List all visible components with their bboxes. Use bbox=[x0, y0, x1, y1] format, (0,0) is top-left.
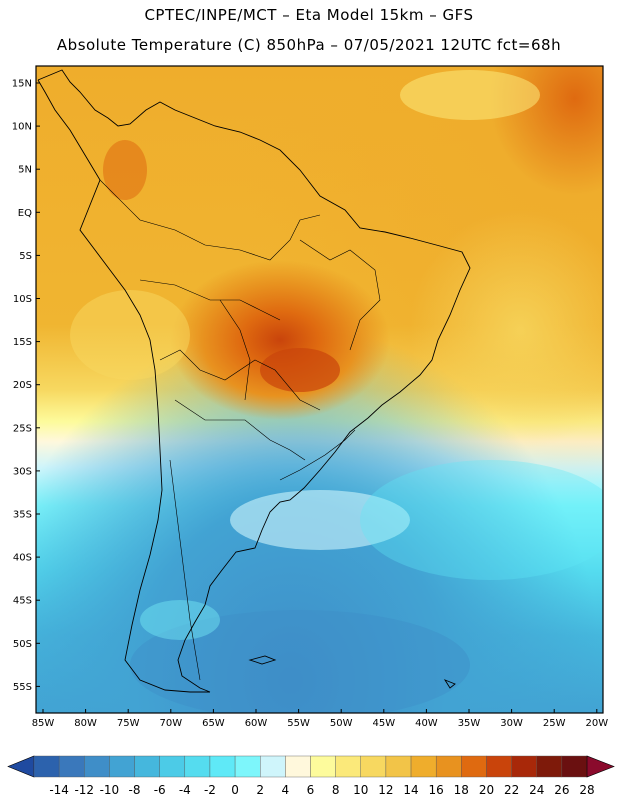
legend-label: 2 bbox=[256, 783, 264, 797]
legend-label: -8 bbox=[129, 783, 141, 797]
lat-tick-label: 5S bbox=[19, 251, 32, 262]
legend-swatch bbox=[561, 755, 588, 778]
map-frame bbox=[35, 65, 604, 714]
lat-tick-label: 20S bbox=[13, 380, 32, 391]
legend-swatch bbox=[385, 755, 412, 778]
lon-tick-label: 70W bbox=[159, 718, 182, 729]
lon-tick-label: 20W bbox=[585, 718, 608, 729]
legend-label: 4 bbox=[282, 783, 290, 797]
legend-label: 16 bbox=[429, 783, 444, 797]
legend-swatch bbox=[58, 755, 85, 778]
lat-tick-label: 35S bbox=[13, 510, 32, 521]
legend-swatch bbox=[360, 755, 387, 778]
lon-tick-label: 30W bbox=[500, 718, 523, 729]
legend-label: 20 bbox=[479, 783, 494, 797]
lon-tick-label: 65W bbox=[202, 718, 225, 729]
lon-tick-label: 80W bbox=[74, 718, 97, 729]
legend-label: 24 bbox=[529, 783, 544, 797]
legend-label: 14 bbox=[403, 783, 418, 797]
coastline bbox=[37, 69, 471, 693]
legend-swatch bbox=[184, 755, 211, 778]
legend-swatch bbox=[285, 755, 311, 778]
longitude-axis: 85W 80W 75W 70W 65W 60W 55W 50W 45W 40W 35W 30W 25W 2… bbox=[32, 709, 608, 729]
lon-tick-label: 35W bbox=[458, 718, 481, 729]
lat-tick-label: 50S bbox=[13, 639, 32, 650]
legend-label: 26 bbox=[554, 783, 569, 797]
lat-tick-label: 15S bbox=[13, 337, 32, 348]
legend-label: 8 bbox=[332, 783, 340, 797]
legend-swatch bbox=[410, 755, 437, 778]
legend-swatch bbox=[109, 755, 135, 778]
legend-label: 18 bbox=[454, 783, 469, 797]
lat-tick-label: 45S bbox=[13, 596, 32, 607]
legend-label: 10 bbox=[353, 783, 368, 797]
country-borders bbox=[99, 179, 381, 681]
lon-tick-label: 75W bbox=[117, 718, 140, 729]
legend-label: 6 bbox=[307, 783, 315, 797]
lon-tick-label: 55W bbox=[287, 718, 310, 729]
legend-swatch bbox=[134, 755, 160, 778]
legend-swatch bbox=[435, 755, 462, 778]
lon-tick-label: 40W bbox=[415, 718, 438, 729]
lon-tick-label: 25W bbox=[543, 718, 566, 729]
legend-label: 0 bbox=[231, 783, 239, 797]
legend-swatch bbox=[234, 755, 261, 778]
legend-swatch bbox=[260, 755, 286, 778]
lat-tick-label: 55S bbox=[13, 682, 32, 693]
legend-label: -14 bbox=[49, 783, 69, 797]
lat-tick-label: 10S bbox=[13, 294, 32, 305]
legend-swatch bbox=[33, 755, 60, 778]
legend-swatch bbox=[84, 755, 110, 778]
lat-tick-label: 15N bbox=[12, 79, 32, 90]
lat-tick-label: 40S bbox=[13, 553, 32, 564]
map-title-line-2: Absolute Temperature (C) 850hPa – 07/05/… bbox=[56, 36, 562, 54]
legend-label: -10 bbox=[100, 783, 120, 797]
legend-arrow-high bbox=[586, 755, 615, 778]
legend-label: 28 bbox=[579, 783, 594, 797]
legend-swatch bbox=[209, 755, 236, 778]
lon-tick-label: 50W bbox=[330, 718, 353, 729]
legend-label: -6 bbox=[154, 783, 166, 797]
legend-swatch bbox=[486, 755, 512, 778]
legend-label: -4 bbox=[179, 783, 191, 797]
legend-swatch bbox=[511, 755, 537, 778]
lat-tick-label: 10N bbox=[12, 122, 32, 133]
legend-label: -12 bbox=[74, 783, 94, 797]
lat-tick-label: 5N bbox=[18, 165, 32, 176]
legend-arrow-low bbox=[7, 755, 35, 778]
legend-label: 12 bbox=[378, 783, 393, 797]
lat-tick-label: 30S bbox=[13, 466, 32, 477]
map-title-line-1: CPTEC/INPE/MCT – Eta Model 15km – GFS bbox=[144, 6, 474, 24]
legend-swatch bbox=[310, 755, 336, 778]
lat-tick-label: 25S bbox=[13, 423, 32, 434]
legend-swatch bbox=[536, 755, 563, 778]
legend-swatch bbox=[159, 755, 186, 778]
latitude-axis: 15N 10N 5N EQ 5S 10S 15S 20S 25S 30S 35S 40S 45S 50S 5… bbox=[12, 79, 40, 693]
legend-swatch bbox=[335, 755, 361, 778]
lon-tick-label: 85W bbox=[32, 718, 55, 729]
lon-tick-label: 60W bbox=[245, 718, 268, 729]
lon-tick-label: 45W bbox=[372, 718, 395, 729]
temperature-field bbox=[36, 66, 603, 713]
legend-label: -2 bbox=[204, 783, 216, 797]
legend-swatch bbox=[461, 755, 487, 778]
legend-label: 22 bbox=[504, 783, 519, 797]
lat-tick-label: EQ bbox=[18, 208, 32, 219]
